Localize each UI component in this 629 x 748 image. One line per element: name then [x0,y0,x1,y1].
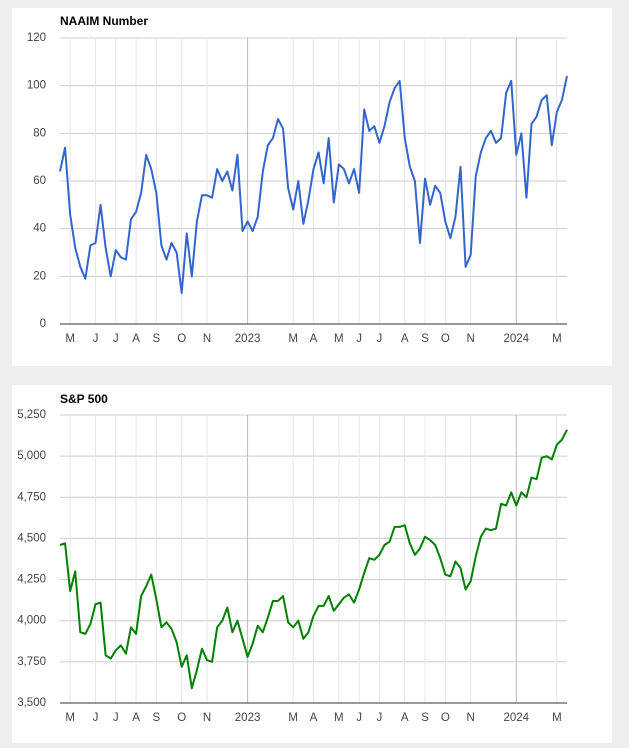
x-tick-label: S [421,333,429,345]
y-tick-label: 0 [40,318,46,330]
x-tick-label: J [93,333,99,345]
y-tick-label: 100 [27,80,46,92]
x-tick-label: A [132,333,140,345]
y-tick-label: 4,250 [17,574,46,586]
x-tick-label: J [93,712,99,724]
x-tick-label: N [467,712,475,724]
y-tick-label: 40 [33,223,46,235]
x-tick-label: A [310,333,318,345]
x-tick-label: M [552,712,562,724]
y-tick-label: 4,500 [17,532,46,544]
x-tick-label: J [377,333,383,345]
chart-title: S&P 500 [60,392,108,406]
x-tick-label: N [203,333,211,345]
x-tick-label: J [356,333,362,345]
y-tick-label: 3,750 [17,656,46,668]
x-tick-label: A [401,333,409,345]
y-tick-label: 60 [33,175,46,187]
x-tick-label: S [152,333,160,345]
x-tick-label: M [65,333,75,345]
y-tick-label: 4,750 [17,491,46,503]
y-tick-label: 4,000 [17,615,46,627]
x-tick-label: A [401,712,409,724]
x-tick-label: J [113,333,119,345]
data-line [59,75,568,295]
y-tick-label: 5,000 [17,450,46,462]
x-tick-label: 2023 [235,712,261,724]
y-tick-label: 5,250 [17,409,46,421]
x-tick-label: J [377,712,383,724]
panel [12,8,612,366]
x-tick-label: M [552,333,562,345]
y-tick-label: 80 [33,127,46,139]
x-tick-label: O [177,333,186,345]
x-tick-label: O [177,712,186,724]
x-tick-label: O [441,712,450,724]
x-tick-label: M [334,333,344,345]
x-tick-label: M [65,712,75,724]
x-tick-label: M [288,712,298,724]
chart-title: NAAIM Number [60,14,148,28]
x-tick-label: 2024 [504,333,530,345]
y-tick-label: 3,500 [17,697,46,709]
x-tick-label: J [356,712,362,724]
x-tick-label: S [152,712,160,724]
y-tick-label: 120 [27,32,46,44]
x-tick-label: 2024 [504,712,530,724]
panel [12,385,612,743]
x-tick-label: M [334,712,344,724]
x-tick-label: A [310,712,318,724]
x-tick-label: N [203,712,211,724]
data-line [59,429,568,690]
x-tick-label: M [288,333,298,345]
x-tick-label: N [467,333,475,345]
x-tick-label: J [113,712,119,724]
y-tick-label: 20 [33,270,46,282]
x-tick-label: O [441,333,450,345]
x-tick-label: 2023 [235,333,261,345]
x-tick-label: A [132,712,140,724]
x-tick-label: S [421,712,429,724]
